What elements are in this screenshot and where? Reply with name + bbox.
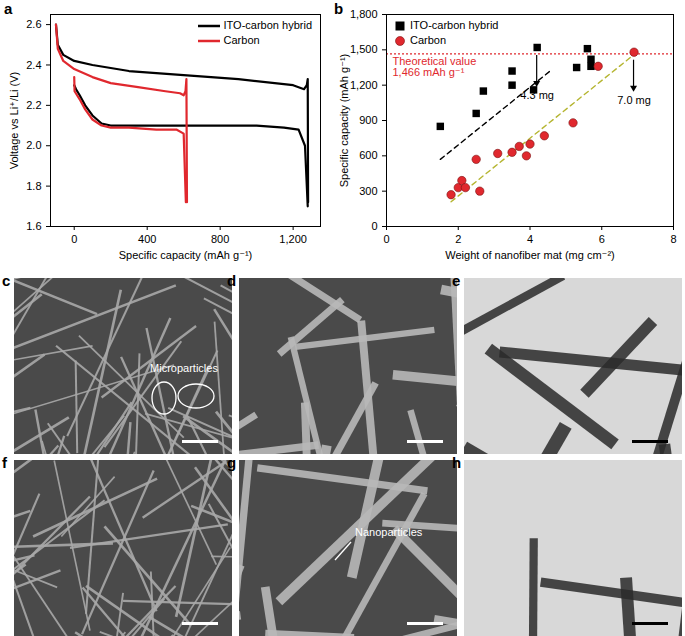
svg-text:Theoretical value1,466 mAh g⁻¹: Theoretical value1,466 mAh g⁻¹ (393, 55, 477, 78)
html-text:ITO-carbon hybrid: ITO-carbon hybrid (223, 19, 312, 31)
svg-text:0: 0 (371, 220, 377, 232)
html-text:d: d (227, 272, 237, 289)
html-text:c: c (2, 272, 11, 289)
svg-text:2.6: 2.6 (26, 18, 41, 30)
svg-text:Nanoparticles: Nanoparticles (355, 526, 423, 538)
svg-text:7.0 mg: 7.0 mg (617, 94, 651, 106)
svg-text:Specific capacity (mAh g⁻¹): Specific capacity (mAh g⁻¹) (338, 54, 350, 188)
html-text:h: h (452, 454, 462, 471)
svg-text:2: 2 (455, 233, 461, 245)
svg-text:2.4: 2.4 (26, 58, 41, 70)
svg-text:800: 800 (211, 233, 229, 245)
svg-text:Specific capacity (mAh g⁻¹): Specific capacity (mAh g⁻¹) (119, 249, 253, 261)
html-text:ITO-carbon hybrid: ITO-carbon hybrid (410, 19, 499, 31)
svg-text:4.3 mg: 4.3 mg (520, 89, 554, 101)
svg-text:2.2: 2.2 (26, 99, 41, 111)
svg-text:1,200: 1,200 (279, 233, 307, 245)
svg-text:300: 300 (359, 185, 377, 197)
html-text:e: e (452, 272, 461, 289)
svg-text:900: 900 (359, 114, 377, 126)
svg-text:6: 6 (599, 233, 605, 245)
svg-text:Weight of nanofiber mat (mg cm: Weight of nanofiber mat (mg cm⁻²) (445, 249, 614, 261)
svg-text:Voltage vs Li⁺/Li (V): Voltage vs Li⁺/Li (V) (8, 72, 20, 170)
svg-text:400: 400 (138, 233, 156, 245)
html-text:Carbon: Carbon (223, 34, 260, 46)
svg-text:0: 0 (383, 233, 389, 245)
svg-text:1.6: 1.6 (26, 220, 41, 232)
svg-text:600: 600 (359, 149, 377, 161)
html-text:f: f (2, 454, 7, 471)
html-text:g: g (227, 454, 237, 471)
html-text:Carbon: Carbon (410, 34, 447, 46)
svg-text:0: 0 (71, 233, 77, 245)
html-text:b: b (334, 0, 344, 17)
svg-text:1,800: 1,800 (350, 8, 378, 20)
svg-text:8: 8 (670, 233, 676, 245)
svg-text:1,200: 1,200 (350, 79, 378, 91)
svg-text:4: 4 (527, 233, 533, 245)
svg-text:1.8: 1.8 (26, 180, 41, 192)
svg-text:2.0: 2.0 (26, 139, 41, 151)
svg-text:1,500: 1,500 (350, 43, 378, 55)
html-text:a: a (4, 0, 13, 17)
svg-text:Microparticles: Microparticles (150, 362, 218, 374)
